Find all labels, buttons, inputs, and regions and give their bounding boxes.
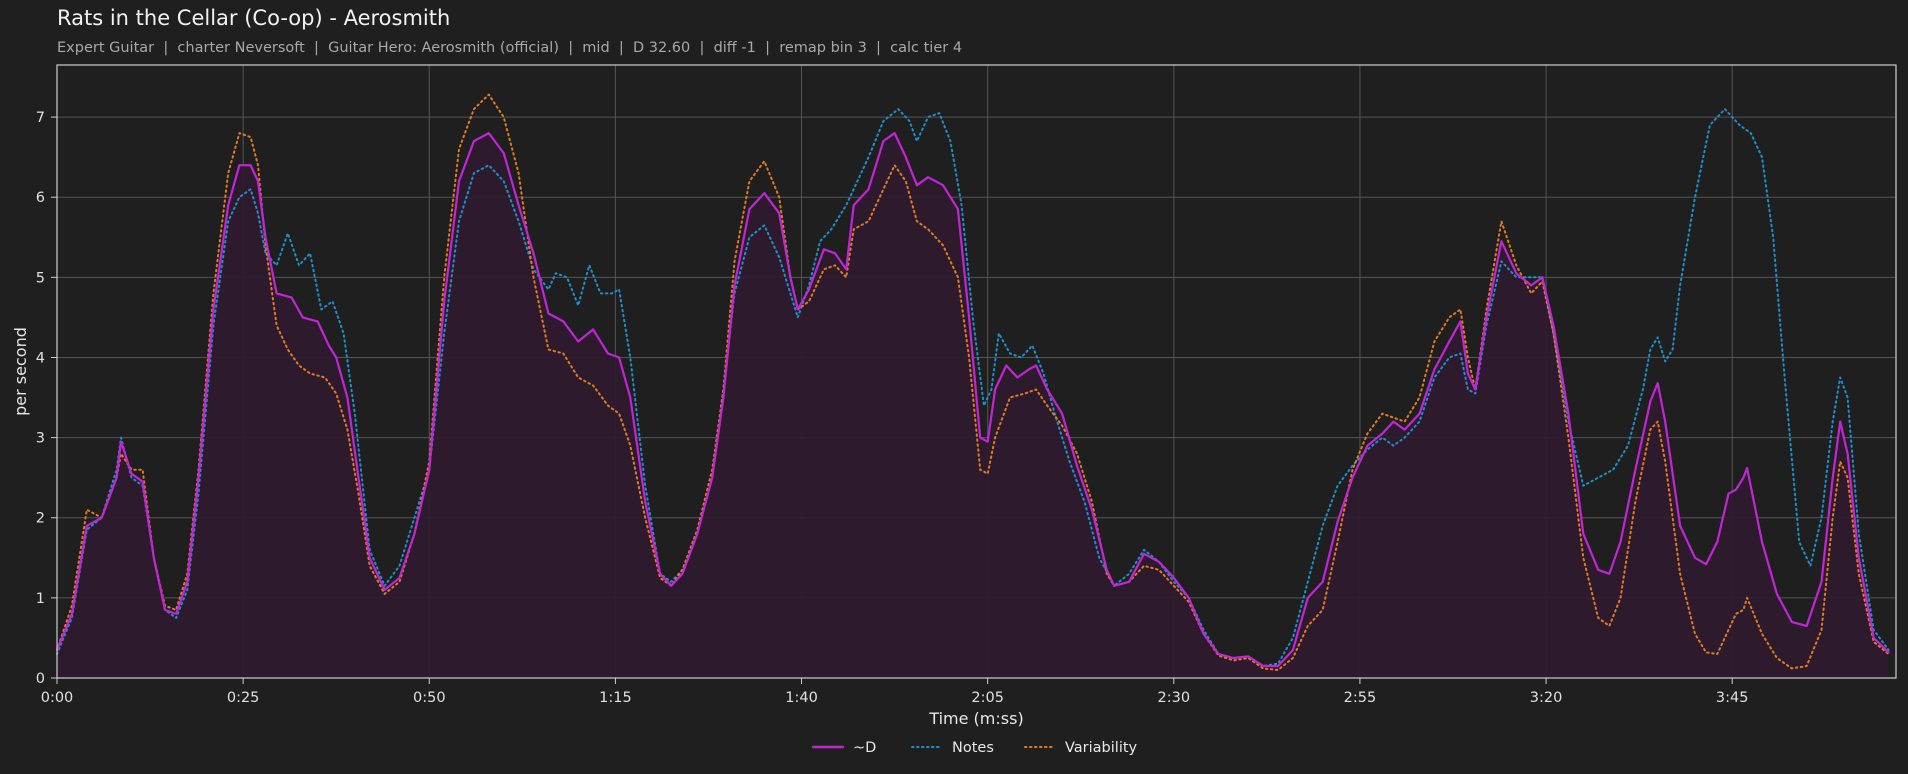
x-tick-label: 0:50 <box>413 690 446 706</box>
x-tick-label: 1:15 <box>599 690 632 706</box>
y-tick-label: 3 <box>36 431 45 447</box>
y-tick-label: 0 <box>36 671 45 687</box>
y-tick-label: 2 <box>36 511 45 527</box>
plot-frame <box>56 64 1897 679</box>
y-axis-label: per second <box>11 327 30 416</box>
series-line-notes <box>56 108 1890 667</box>
d-area-fill <box>57 133 1889 679</box>
y-axis-ticks: 0 1 2 3 4 5 6 7 <box>36 110 57 687</box>
y-tick-label: 4 <box>36 350 45 366</box>
x-tick-label: 3:20 <box>1530 690 1563 706</box>
x-tick-label: 2:30 <box>1158 690 1191 706</box>
chart-title: Rats in the Cellar (Co-op) - Aerosmith <box>57 6 451 30</box>
x-tick-label: 1:40 <box>785 690 818 706</box>
d-area <box>57 133 1889 679</box>
x-tick-label: 3:45 <box>1716 690 1749 706</box>
x-tick-label: 2:55 <box>1344 690 1377 706</box>
series-line-d <box>55 132 1890 668</box>
y-tick-label: 7 <box>36 110 45 126</box>
x-tick-label: 2:05 <box>971 690 1004 706</box>
legend-label: Variability <box>1065 740 1138 756</box>
legend-label: Notes <box>952 740 994 756</box>
x-tick-label: 0:25 <box>227 690 260 706</box>
legend: ~D Notes Variability <box>811 740 1138 756</box>
series-lines <box>55 93 1890 671</box>
x-axis-label: Time (m:ss) <box>928 709 1023 728</box>
x-tick-label: 0:00 <box>41 690 74 706</box>
chart-subtitle: Expert Guitar | charter Neversoft | Guit… <box>57 40 963 56</box>
legend-label: ~D <box>853 740 876 756</box>
y-tick-label: 1 <box>36 591 45 607</box>
series-line-variability <box>56 93 1890 671</box>
x-axis-ticks: 0:00 0:25 0:50 1:15 1:40 2:05 2:30 2:55 3:20 3:45 <box>41 678 1749 706</box>
y-tick-label: 6 <box>36 190 45 206</box>
y-tick-label: 5 <box>36 270 45 286</box>
